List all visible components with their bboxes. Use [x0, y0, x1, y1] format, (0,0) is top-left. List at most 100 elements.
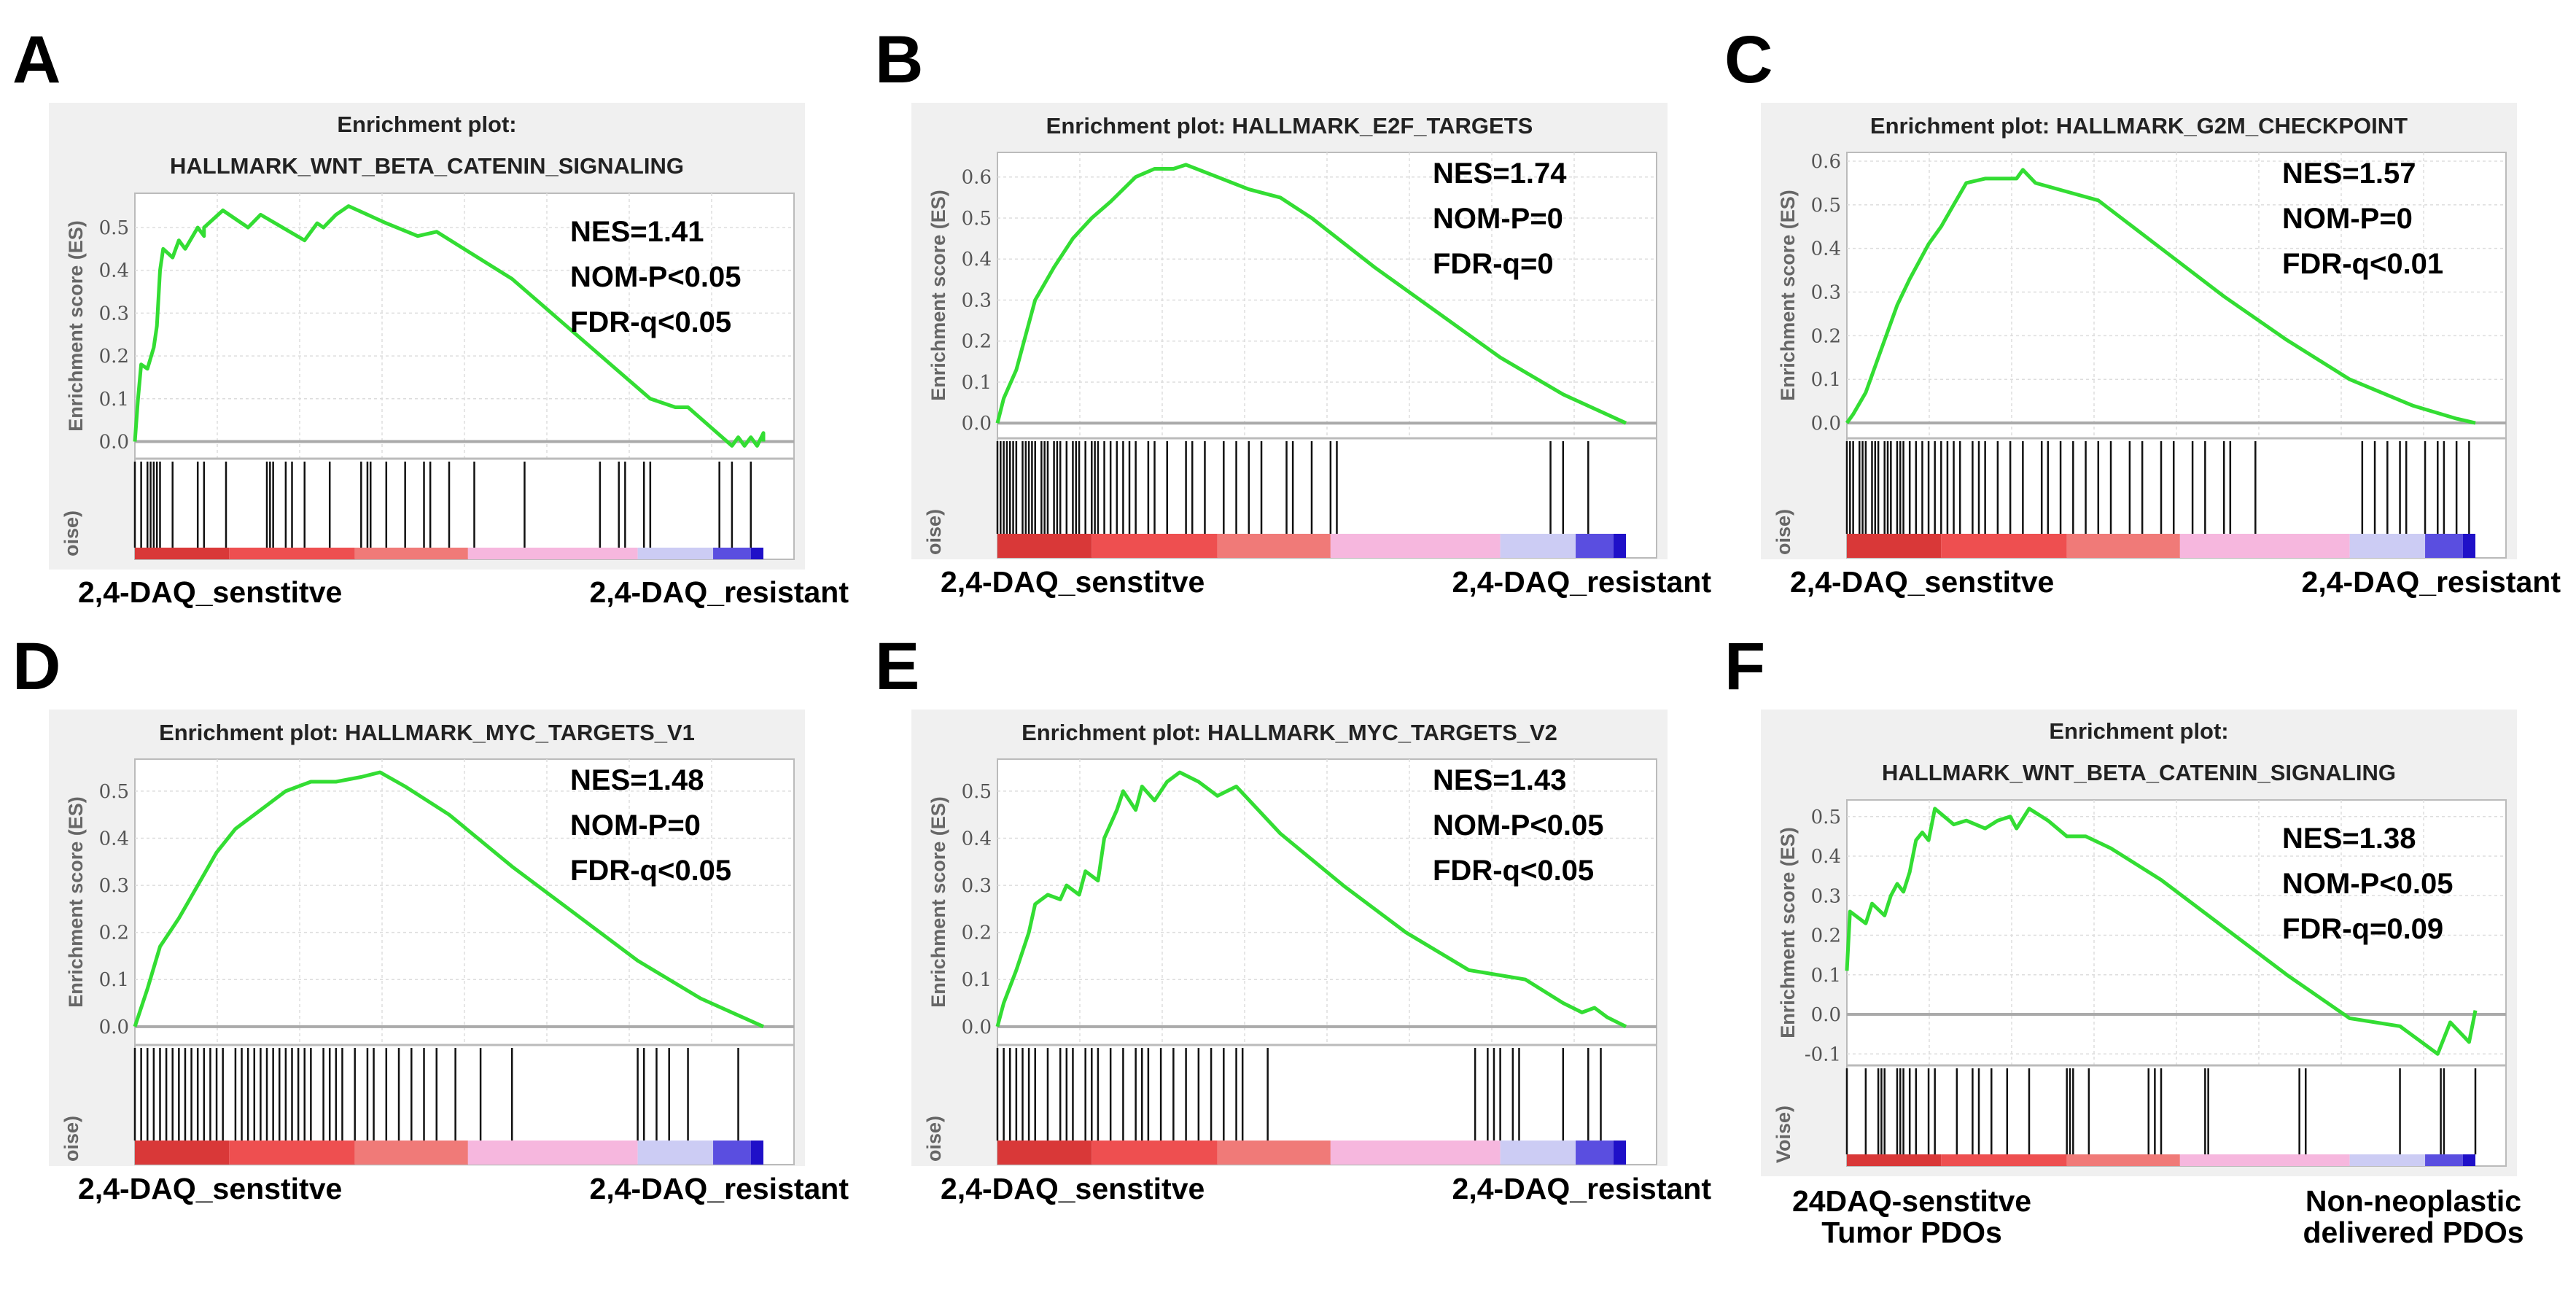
plot-area [997, 152, 1657, 559]
ranked-list-color-segment [997, 1141, 1092, 1165]
y-axis-label: Enrichment score (ES) [1777, 190, 1799, 401]
ranked-list-color-segment [713, 548, 751, 559]
y-tick-label: 0.5 [99, 217, 129, 239]
plot-title: Enrichment plot: HALLMARK_MYC_TARGETS_V2 [1022, 720, 1557, 745]
ranked-list-color-segment [354, 1141, 468, 1165]
y-tick-label: 0.1 [99, 389, 129, 411]
x-label-left: 2,4-DAQ_senstitve [941, 1172, 1205, 1205]
ranked-list-color-segment [2066, 534, 2180, 558]
statistic-label: FDR-q=0 [1433, 248, 1554, 280]
ranked-list-color-segment [750, 548, 763, 559]
y-tick-label: 0.4 [1811, 238, 1841, 260]
y-tick-label: 0.2 [1811, 325, 1841, 347]
y-tick-label: 0.3 [1811, 885, 1841, 907]
y-tick-label: 0.0 [99, 432, 129, 454]
panel-c: C Enrichment plot: HALLMARK_G2M_CHECKPOIN… [1724, 23, 2561, 599]
ranked-list-color-segment [2349, 534, 2426, 558]
plot-title: HALLMARK_WNT_BETA_CATENIN_SIGNALING [1882, 760, 2396, 785]
ranked-list-color-segment [229, 1141, 355, 1165]
y-tick-label: 0.1 [1811, 369, 1841, 391]
plot-title: Enrichment plot: [2049, 718, 2228, 744]
statistic-label: NOM-P<0.05 [570, 261, 742, 293]
ranked-list-color-segment [1500, 534, 1576, 558]
y-tick-label: 0.3 [962, 290, 992, 311]
rank-metric-axis-label: oise) [923, 1116, 945, 1162]
y-tick-label: 0.0 [99, 1017, 129, 1038]
x-label-left: 2,4-DAQ_senstitve [1790, 565, 2054, 599]
enrichment-score-curve [995, 770, 1627, 1029]
y-tick-label: 0.4 [99, 260, 129, 282]
ranked-list-color-segment [1941, 534, 2067, 558]
y-tick-label: 0.3 [99, 303, 129, 325]
statistic-label: NES=1.74 [1433, 158, 1567, 190]
y-tick-label: 0.2 [99, 346, 129, 368]
y-tick-label: 0.5 [1811, 807, 1841, 828]
panel-letter: A [12, 23, 61, 97]
statistic-label: NES=1.48 [570, 764, 704, 796]
plot-title: Enrichment plot: HALLMARK_E2F_TARGETS [1046, 113, 1533, 139]
ranked-list-color-segment [229, 548, 355, 559]
y-axis-label: Enrichment score (ES) [927, 796, 949, 1008]
y-tick-label: -0.1 [1805, 1044, 1841, 1065]
y-tick-label: 0.0 [1811, 1004, 1841, 1026]
x-label-right: 2,4-DAQ_resistant [1452, 565, 1712, 599]
y-tick-label: 0.2 [962, 331, 992, 353]
statistic-label: FDR-q=0.09 [2282, 913, 2443, 945]
ranked-list-color-segment [1330, 1141, 1501, 1165]
y-tick-label: 0.5 [99, 781, 129, 803]
x-label-left: 2,4-DAQ_senstitve [78, 575, 342, 609]
ranked-list-color-segment [467, 1141, 638, 1165]
ranked-list-color-segment [1500, 1141, 1576, 1165]
rank-metric-axis-label: oise) [923, 509, 945, 555]
ranked-list-color-segment [354, 548, 468, 559]
panel-a: A Enrichment plot: HALLMARK_WNT_BETA_CATEN… [12, 23, 849, 609]
y-tick-label: 0.2 [1811, 925, 1841, 947]
statistic-label: FDR-q<0.05 [570, 306, 731, 338]
ranked-list-color-segment [1613, 1141, 1626, 1165]
ranked-list-color-segment [2179, 534, 2350, 558]
ranked-list-color-segment [2462, 1154, 2475, 1166]
ranked-list-color-segment [1576, 534, 1614, 558]
rank-metric-axis-label: oise) [1773, 509, 1794, 555]
plot-title: HALLMARK_WNT_BETA_CATENIN_SIGNALING [170, 153, 684, 179]
ranked-list-color-segment [1847, 534, 1942, 558]
ranked-list-color-segment [1613, 534, 1626, 558]
y-tick-label: 0.1 [1811, 965, 1841, 987]
ranked-list-color-segment [1847, 1154, 1942, 1166]
plot-area [997, 758, 1657, 1165]
statistic-label: FDR-q<0.01 [2282, 248, 2443, 280]
panel-d: D Enrichment plot: HALLMARK_MYC_TARGETS_V… [12, 629, 849, 1205]
y-tick-label: 0.3 [1811, 282, 1841, 304]
x-label-right: 2,4-DAQ_resistant [590, 575, 849, 609]
ranked-list-color-segment [467, 548, 638, 559]
x-label-right: 2,4-DAQ_resistant [590, 1172, 849, 1205]
statistic-label: FDR-q<0.05 [1433, 855, 1594, 887]
x-label-right: Non-neoplastic [2305, 1184, 2521, 1218]
ranked-list-color-segment [2425, 534, 2463, 558]
y-tick-label: 0.5 [962, 781, 992, 803]
y-axis-label: Enrichment score (ES) [65, 220, 87, 432]
ranked-list-color-segment [135, 1141, 230, 1165]
rank-metric-axis-label: oise) [61, 510, 82, 556]
ranked-list-color-segment [1092, 534, 1218, 558]
plot-area [1846, 152, 2507, 559]
y-tick-label: 0.4 [1811, 846, 1841, 868]
ranked-list-color-segment [1217, 1141, 1331, 1165]
y-tick-label: 0.4 [962, 249, 992, 271]
enrichment-score-curve [1845, 168, 2476, 425]
statistic-label: NES=1.57 [2282, 158, 2416, 190]
panel-letter: C [1724, 23, 1773, 97]
panel-e: E Enrichment plot: HALLMARK_MYC_TARGETS_V… [875, 629, 1711, 1205]
plot-title: Enrichment plot: HALLMARK_G2M_CHECKPOINT [1870, 113, 2408, 139]
statistic-label: NOM-P=0 [2282, 203, 2413, 235]
x-label-left: 2,4-DAQ_senstitve [78, 1172, 342, 1205]
statistic-label: NOM-P<0.05 [1433, 809, 1604, 842]
statistic-label: NOM-P<0.05 [2282, 868, 2454, 900]
rank-metric-axis-label: Voise) [1773, 1106, 1794, 1163]
ranked-list-color-segment [2425, 1154, 2463, 1166]
x-label-left: 2,4-DAQ_senstitve [941, 565, 1205, 599]
panel-letter: E [875, 629, 919, 704]
ranked-list-color-segment [1941, 1154, 2067, 1166]
statistic-label: NOM-P=0 [1433, 203, 1563, 235]
